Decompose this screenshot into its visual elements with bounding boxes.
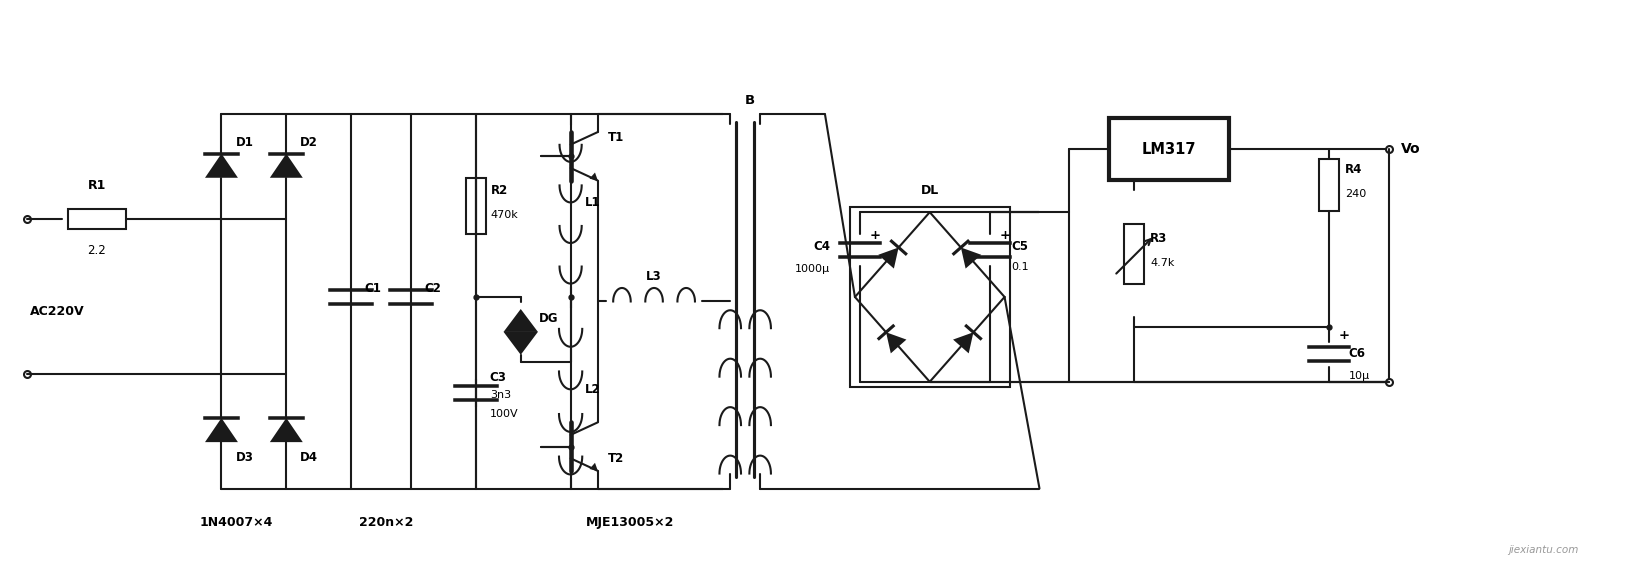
Text: R3: R3 — [1150, 232, 1168, 245]
Text: R2: R2 — [491, 184, 509, 197]
Text: AC220V: AC220V — [30, 305, 84, 318]
Polygon shape — [205, 418, 238, 442]
Text: 100V: 100V — [489, 409, 519, 418]
Text: 3n3: 3n3 — [489, 390, 510, 400]
Polygon shape — [953, 332, 973, 354]
Text: D1: D1 — [236, 137, 253, 149]
Text: MJE13005×2: MJE13005×2 — [586, 517, 674, 529]
Text: 1000μ: 1000μ — [795, 264, 829, 274]
Polygon shape — [885, 332, 907, 354]
Text: LM317: LM317 — [1142, 142, 1196, 157]
Text: +: + — [1338, 329, 1350, 342]
Polygon shape — [269, 154, 302, 178]
Text: D4: D4 — [301, 451, 319, 464]
Polygon shape — [590, 463, 598, 471]
Bar — [1318, 160, 1338, 211]
Text: L3: L3 — [646, 270, 662, 282]
Text: DG: DG — [539, 312, 558, 325]
Polygon shape — [205, 154, 238, 178]
Text: 0.1: 0.1 — [1011, 262, 1029, 272]
Text: L1: L1 — [585, 196, 600, 209]
Text: C1: C1 — [363, 282, 382, 295]
Text: 2.2: 2.2 — [88, 244, 106, 257]
Text: C5: C5 — [1011, 240, 1029, 253]
Text: +: + — [999, 229, 1011, 242]
Polygon shape — [504, 309, 539, 332]
Text: D3: D3 — [236, 451, 253, 464]
Text: R1: R1 — [88, 179, 106, 192]
Text: T2: T2 — [608, 452, 624, 464]
Bar — [466, 178, 486, 234]
Bar — [849, 207, 1009, 387]
Text: 470k: 470k — [491, 210, 519, 220]
Bar — [1125, 224, 1145, 284]
Text: T1: T1 — [608, 131, 624, 144]
Text: Vo: Vo — [1401, 142, 1421, 156]
Bar — [1108, 118, 1229, 180]
Text: C3: C3 — [489, 371, 507, 384]
Text: R4: R4 — [1345, 163, 1363, 176]
Text: 4.7k: 4.7k — [1150, 258, 1175, 267]
Bar — [68, 209, 126, 229]
Polygon shape — [961, 247, 981, 269]
Text: L2: L2 — [585, 383, 600, 395]
Text: +: + — [871, 229, 881, 242]
Text: C4: C4 — [813, 240, 829, 253]
Text: 1N4007×4: 1N4007×4 — [200, 517, 273, 529]
Polygon shape — [879, 247, 899, 269]
Text: D2: D2 — [301, 137, 319, 149]
Text: 220n×2: 220n×2 — [358, 517, 413, 529]
Text: C6: C6 — [1348, 347, 1366, 360]
Text: C2: C2 — [425, 282, 441, 295]
Text: 240: 240 — [1345, 189, 1366, 199]
Polygon shape — [590, 173, 598, 181]
Text: 10μ: 10μ — [1348, 371, 1370, 381]
Text: B: B — [745, 95, 755, 107]
Text: DL: DL — [920, 184, 938, 197]
Polygon shape — [504, 332, 539, 355]
Polygon shape — [269, 418, 302, 442]
Text: jiexiantu.com: jiexiantu.com — [1508, 545, 1578, 556]
